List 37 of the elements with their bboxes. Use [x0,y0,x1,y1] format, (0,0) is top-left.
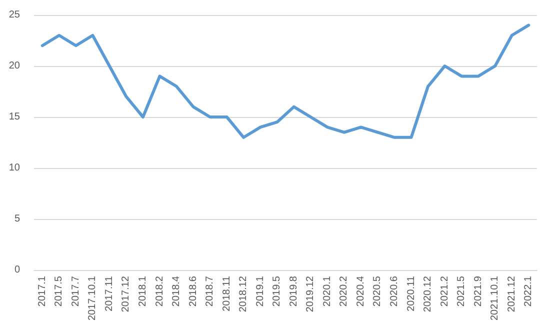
x-tick-label: 2017.1 [36,276,48,307]
x-tick-label: 2020.11 [406,276,417,312]
x-tick-label: 2017.10.1 [87,276,98,320]
x-tick-label: 2018.4 [171,276,182,307]
x-tick-label: 2021.12 [506,276,518,312]
x-tick-label: 2019.1 [254,276,266,307]
x-tick-label: 2018.1 [137,276,148,307]
x-tick-label: 2021.9 [472,276,484,307]
x-tick-label: 2020.12 [422,276,434,312]
x-tick-label: 2018.2 [154,276,166,307]
x-tick-label: 2021.2 [439,276,450,307]
x-tick-label: 2018.12 [238,276,250,312]
x-tick-label: 2017.5 [54,276,65,307]
x-tick-label: 2021.5 [456,276,468,307]
y-tick-label: 5 [14,214,20,224]
x-tick-label: 2017.11 [104,276,115,312]
y-tick-label: 15 [8,112,20,122]
x-tick-label: 2019.12 [305,276,316,312]
x-tick-label: 2018.7 [204,276,216,307]
x-tick-label: 2020.6 [388,276,400,307]
x-tick-label: 2020.2 [338,276,350,307]
line-series [40,24,530,139]
x-tick-label: 2019.8 [288,276,300,307]
x-tick-label: 2021.10.1 [490,276,501,320]
x-tick-label: 2022.1 [523,276,534,307]
x-tick-label: 2019.5 [272,276,283,307]
x-tick-label: 2020.4 [355,276,366,307]
y-tick-label: 0 [14,264,20,276]
x-tick-label: 2020.5 [372,276,384,307]
x-tick-label: 2020.1 [322,276,333,307]
y-tick-label: 20 [8,60,20,72]
x-tick-label: 2017.7 [70,276,82,307]
x-tick-label: 2018.6 [188,276,199,307]
y-tick-label: 10 [8,162,20,174]
x-tick-label: 2018.11 [221,276,232,312]
x-tick-label: 2017.12 [120,276,132,312]
y-tick-label: 25 [8,10,20,20]
